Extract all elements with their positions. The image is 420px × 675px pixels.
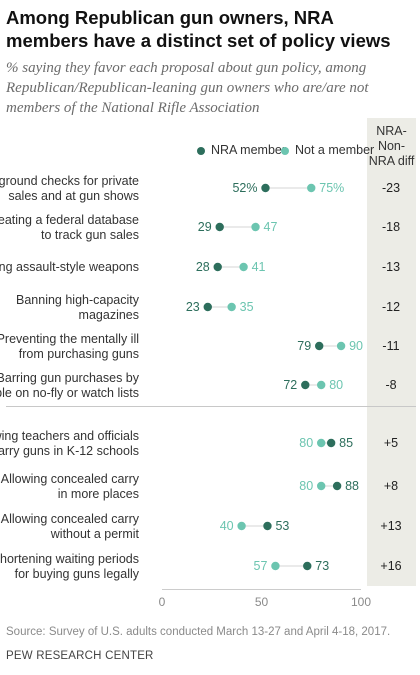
category-label: magazines <box>79 308 139 322</box>
non-member-dot <box>307 183 316 193</box>
non-member-dot <box>317 481 326 491</box>
category-label: Allowing concealed carry <box>1 512 140 526</box>
source-note: Source: Survey of U.S. adults conducted … <box>6 626 391 638</box>
non-member-dot <box>227 302 236 312</box>
diff-value: +13 <box>380 519 401 533</box>
legend-non-dot <box>281 147 289 155</box>
nra-member-dot <box>263 521 272 531</box>
diff-value: -8 <box>385 378 396 392</box>
diff-value: -13 <box>382 260 400 274</box>
category-label: to track gun sales <box>41 228 139 242</box>
category-label: without a permit <box>50 527 140 541</box>
nra-value-label: 79 <box>297 339 311 353</box>
nra-member-dot <box>332 481 342 491</box>
chart-subtitle: % saying they favor each proposal about … <box>6 60 369 116</box>
nra-value-label: 73 <box>315 559 329 573</box>
category-label: Preventing the mentally ill <box>0 332 139 346</box>
category-label: Shortening waiting periods <box>0 552 139 566</box>
non-member-dot <box>317 438 326 448</box>
nra-value-label: 53 <box>275 519 289 533</box>
nra-member-dot <box>301 380 310 390</box>
nra-value-label: 72 <box>283 378 297 392</box>
non-member-dot <box>239 262 248 272</box>
diff-column-header: NRA-Non-NRA diff <box>368 124 415 168</box>
x-tick-label: 100 <box>351 595 371 609</box>
category-label: Allowing concealed carry <box>1 472 140 486</box>
nra-value-label: 28 <box>196 260 210 274</box>
x-tick-label: 50 <box>255 595 269 609</box>
non-member-dot <box>336 341 346 351</box>
non-member-value-label: 47 <box>264 220 278 234</box>
legend-nra-member: NRA member <box>197 143 286 157</box>
category-label: for buying guns legally <box>15 567 140 581</box>
nra-value-label: 29 <box>198 220 212 234</box>
non-member-value-label: 80 <box>299 436 313 450</box>
category-label: people on no-fly or watch lists <box>0 386 139 400</box>
legend-non-label: Not a member <box>295 143 375 157</box>
legend-nra-dot <box>197 147 205 155</box>
nra-member-dot <box>213 262 222 272</box>
category-label: to carry guns in K-12 schools <box>0 444 139 458</box>
nra-value-label: 52% <box>232 181 257 195</box>
category-label: in more places <box>58 487 139 501</box>
org-credit: PEW RESEARCH CENTER <box>6 650 154 662</box>
nra-member-dot <box>303 561 312 571</box>
non-member-dot <box>271 561 280 571</box>
diff-value: -12 <box>382 300 400 314</box>
nra-member-dot <box>261 183 270 193</box>
non-member-value-label: 40 <box>220 519 234 533</box>
nra-member-dot <box>326 438 336 448</box>
nra-member-dot <box>315 341 324 351</box>
diff-value: +5 <box>384 436 398 450</box>
category-label: from purchasing guns <box>19 347 139 361</box>
non-member-dot <box>317 380 326 390</box>
category-label: Background checks for private <box>0 174 139 188</box>
nra-value-label: 23 <box>186 300 200 314</box>
legend-nra-label: NRA member <box>211 143 287 157</box>
non-member-value-label: 80 <box>299 479 313 493</box>
category-label: Banning assault-style weapons <box>0 260 139 274</box>
nra-member-dot <box>215 222 224 232</box>
chart-title: Among Republican gun owners, NRA members… <box>6 7 391 51</box>
non-member-value-label: 80 <box>329 378 343 392</box>
x-tick-label: 0 <box>159 595 166 609</box>
nra-value-label: 85 <box>339 436 353 450</box>
non-member-value-label: 57 <box>254 559 268 573</box>
nra-member-dot <box>203 302 212 312</box>
non-member-value-label: 41 <box>252 260 266 274</box>
non-member-value-label: 90 <box>349 339 363 353</box>
non-member-value-label: 35 <box>240 300 254 314</box>
category-label: sales and at gun shows <box>8 189 139 203</box>
category-label: Barring gun purchases by <box>0 371 140 385</box>
diff-value: -11 <box>382 339 399 353</box>
diff-value: +16 <box>380 559 401 573</box>
category-label: Banning high-capacity <box>16 293 140 307</box>
nra-value-label: 88 <box>345 479 359 493</box>
category-label: Creating a federal database <box>0 213 139 227</box>
legend-not-member: Not a member <box>281 143 374 157</box>
diff-value: +8 <box>384 479 398 493</box>
diff-value: -23 <box>382 181 400 195</box>
category-label: Allowing teachers and officials <box>0 429 139 443</box>
non-member-dot <box>237 521 246 531</box>
non-member-dot <box>251 222 260 232</box>
diff-column-band <box>367 118 416 586</box>
non-member-value-label: 75% <box>319 181 344 195</box>
diff-value: -18 <box>382 220 400 234</box>
